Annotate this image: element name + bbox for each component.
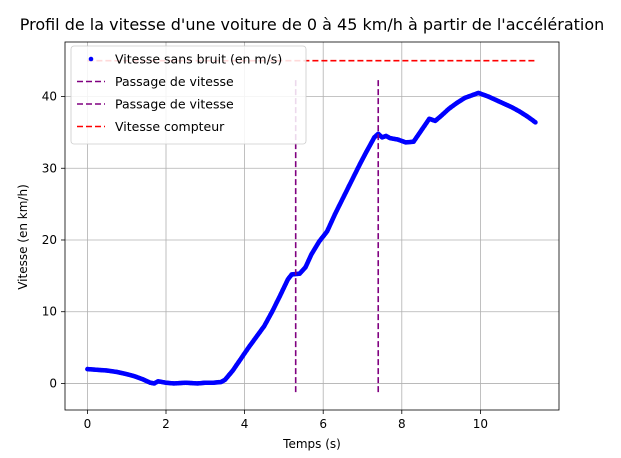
x-tick-label: 10 (473, 417, 488, 431)
x-axis-label: Temps (s) (282, 437, 341, 451)
x-tick-label: 8 (398, 417, 406, 431)
x-tick-label: 6 (319, 417, 327, 431)
legend: Vitesse sans bruit (en m/s) Passage de vi… (70, 45, 307, 145)
y-tick-label: 40 (42, 90, 57, 104)
x-tick-label: 4 (241, 417, 249, 431)
y-tick-label: 20 (42, 233, 57, 247)
legend-label: Passage de vitesse (115, 74, 234, 89)
y-tick-label: 10 (42, 305, 57, 319)
series-speed-points (85, 90, 538, 386)
y-tick-label: 30 (42, 161, 57, 175)
series-layer (85, 59, 538, 393)
legend-label: Vitesse compteur (115, 119, 225, 134)
legend-marker (88, 56, 94, 62)
y-axis-label: Vitesse (en km/h) (16, 184, 30, 290)
ticks: 0 2 4 6 8 10 0 10 20 30 40 (42, 90, 488, 431)
legend-label: Vitesse sans bruit (en m/s) (115, 52, 282, 67)
legend-box (70, 45, 307, 145)
chart-title: Profil de la vitesse d'une voiture de 0 … (20, 15, 605, 34)
plot-frame (64, 41, 560, 411)
y-tick-label: 0 (49, 376, 57, 390)
x-tick-label: 0 (84, 417, 92, 431)
data-point (533, 120, 538, 125)
legend-label: Passage de vitesse (115, 97, 234, 112)
x-tick-label: 2 (162, 417, 170, 431)
